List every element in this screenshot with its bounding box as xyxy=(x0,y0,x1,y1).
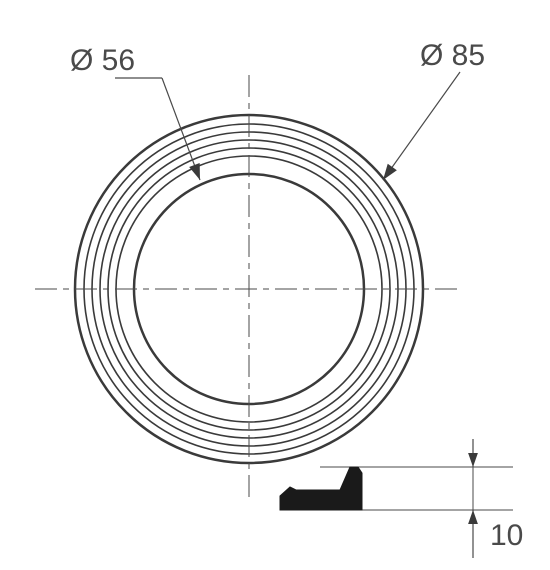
centerlines xyxy=(35,75,462,503)
section-profile xyxy=(280,467,362,510)
dimension-label-d56: Ø 56 xyxy=(70,44,135,77)
dimension-leaders xyxy=(115,72,513,558)
dimension-label-d85: Ø 85 xyxy=(420,39,485,72)
technical-drawing: Ø 56 Ø 85 10 xyxy=(0,0,550,570)
dimension-label-h10: 10 xyxy=(490,519,523,552)
